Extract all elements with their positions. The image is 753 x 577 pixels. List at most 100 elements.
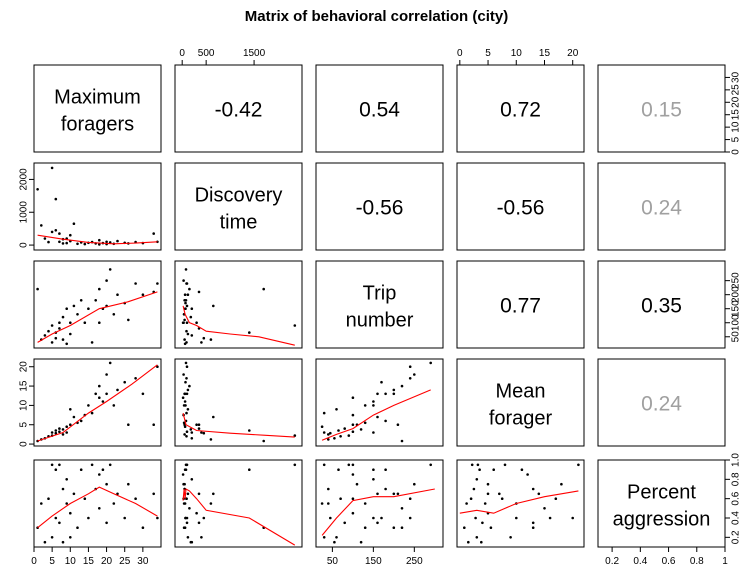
x-tick-label: 0 (457, 48, 463, 59)
data-point (61, 540, 65, 544)
data-point (554, 497, 558, 501)
data-point (351, 473, 355, 476)
data-point (141, 392, 145, 396)
data-point (486, 482, 490, 486)
data-point (61, 338, 65, 341)
x-tick-label: 20 (101, 556, 113, 567)
y-tick-label: 1.0 (731, 453, 742, 467)
data-point (376, 392, 379, 396)
data-point (98, 473, 101, 476)
data-point (72, 304, 76, 308)
data-point (335, 408, 338, 411)
data-point (184, 301, 187, 305)
correlation-trip-number-percent-aggression: 0.35 (641, 295, 682, 318)
data-point (429, 463, 433, 467)
smooth-line (37, 291, 158, 343)
data-point (343, 427, 347, 430)
panel-percent-aggression-vs-trip-number (315, 459, 444, 548)
data-point (202, 336, 206, 340)
data-point (209, 438, 213, 441)
data-point (127, 423, 130, 427)
data-point (58, 232, 61, 235)
data-point (372, 404, 375, 407)
data-point (347, 463, 351, 467)
data-point (50, 463, 54, 467)
data-point (185, 282, 189, 285)
data-point (54, 429, 58, 432)
data-point (189, 315, 193, 319)
data-point (400, 526, 404, 529)
data-point (58, 321, 61, 325)
data-point (105, 392, 108, 396)
data-point (182, 373, 185, 376)
data-point (87, 516, 90, 520)
data-point (531, 487, 535, 491)
data-point (152, 232, 155, 235)
y-tick-label: 50 (731, 331, 742, 343)
data-point (351, 423, 355, 427)
data-point (327, 438, 330, 441)
data-point (463, 526, 466, 529)
data-point (116, 388, 119, 392)
data-point (212, 492, 215, 496)
smooth-line (37, 364, 158, 442)
data-point (465, 502, 468, 505)
data-point (186, 536, 190, 539)
data-point (69, 423, 72, 427)
y-tick-label: 25 (731, 84, 742, 96)
x-tick-label: 500 (198, 48, 215, 59)
y-tick-label: 30 (731, 71, 742, 83)
data-point (392, 392, 396, 396)
data-point (183, 293, 187, 297)
data-point (47, 497, 50, 501)
correlation-mean-forager-percent-aggression: 0.24 (641, 393, 682, 416)
data-point (58, 240, 61, 244)
data-point (94, 299, 97, 302)
data-point (293, 434, 297, 437)
x-tick-label: 150 (365, 556, 382, 567)
data-point (61, 315, 65, 319)
data-point (50, 431, 54, 434)
data-point (186, 293, 190, 297)
data-point (134, 497, 137, 501)
x-tick-label: 25 (119, 556, 131, 567)
data-point (351, 511, 355, 515)
data-point (327, 487, 330, 491)
data-point (182, 502, 186, 505)
data-point (50, 230, 54, 234)
data-point (190, 478, 194, 481)
x-tick-label: 0.6 (662, 556, 676, 567)
data-point (188, 384, 191, 388)
panel-mean-forager-vs-trip-number (315, 358, 444, 447)
data-point (90, 463, 94, 467)
y-tick-label: 10 (731, 121, 742, 133)
y-tick-label: 0 (19, 242, 30, 248)
smooth-line (459, 490, 579, 514)
data-point (183, 526, 187, 529)
panel-trip-number-vs-trip-number (315, 260, 444, 349)
data-point (183, 392, 187, 396)
data-point (467, 540, 470, 544)
data-point (202, 516, 206, 520)
data-point (152, 423, 155, 427)
y-tick-label: 250 (731, 272, 742, 289)
data-point (76, 242, 79, 246)
data-point (185, 377, 188, 380)
data-point (65, 425, 68, 429)
data-point (101, 400, 105, 403)
y-tick-label: 0.4 (731, 511, 742, 525)
data-point (183, 433, 186, 436)
data-point (54, 197, 58, 201)
data-point (98, 384, 101, 388)
data-point (212, 415, 215, 419)
data-point (156, 516, 159, 520)
variable-label-mean-forager: Mean (495, 381, 545, 403)
data-point (116, 293, 119, 297)
x-tick-label: 10 (65, 556, 77, 567)
x-tick-label: 0 (179, 48, 185, 59)
y-tick-label: 15 (731, 109, 742, 121)
data-point (134, 377, 137, 380)
data-point (526, 473, 529, 476)
panel-maximum-foragers-vs-maximum-foragers (33, 64, 162, 153)
data-point (87, 307, 90, 311)
